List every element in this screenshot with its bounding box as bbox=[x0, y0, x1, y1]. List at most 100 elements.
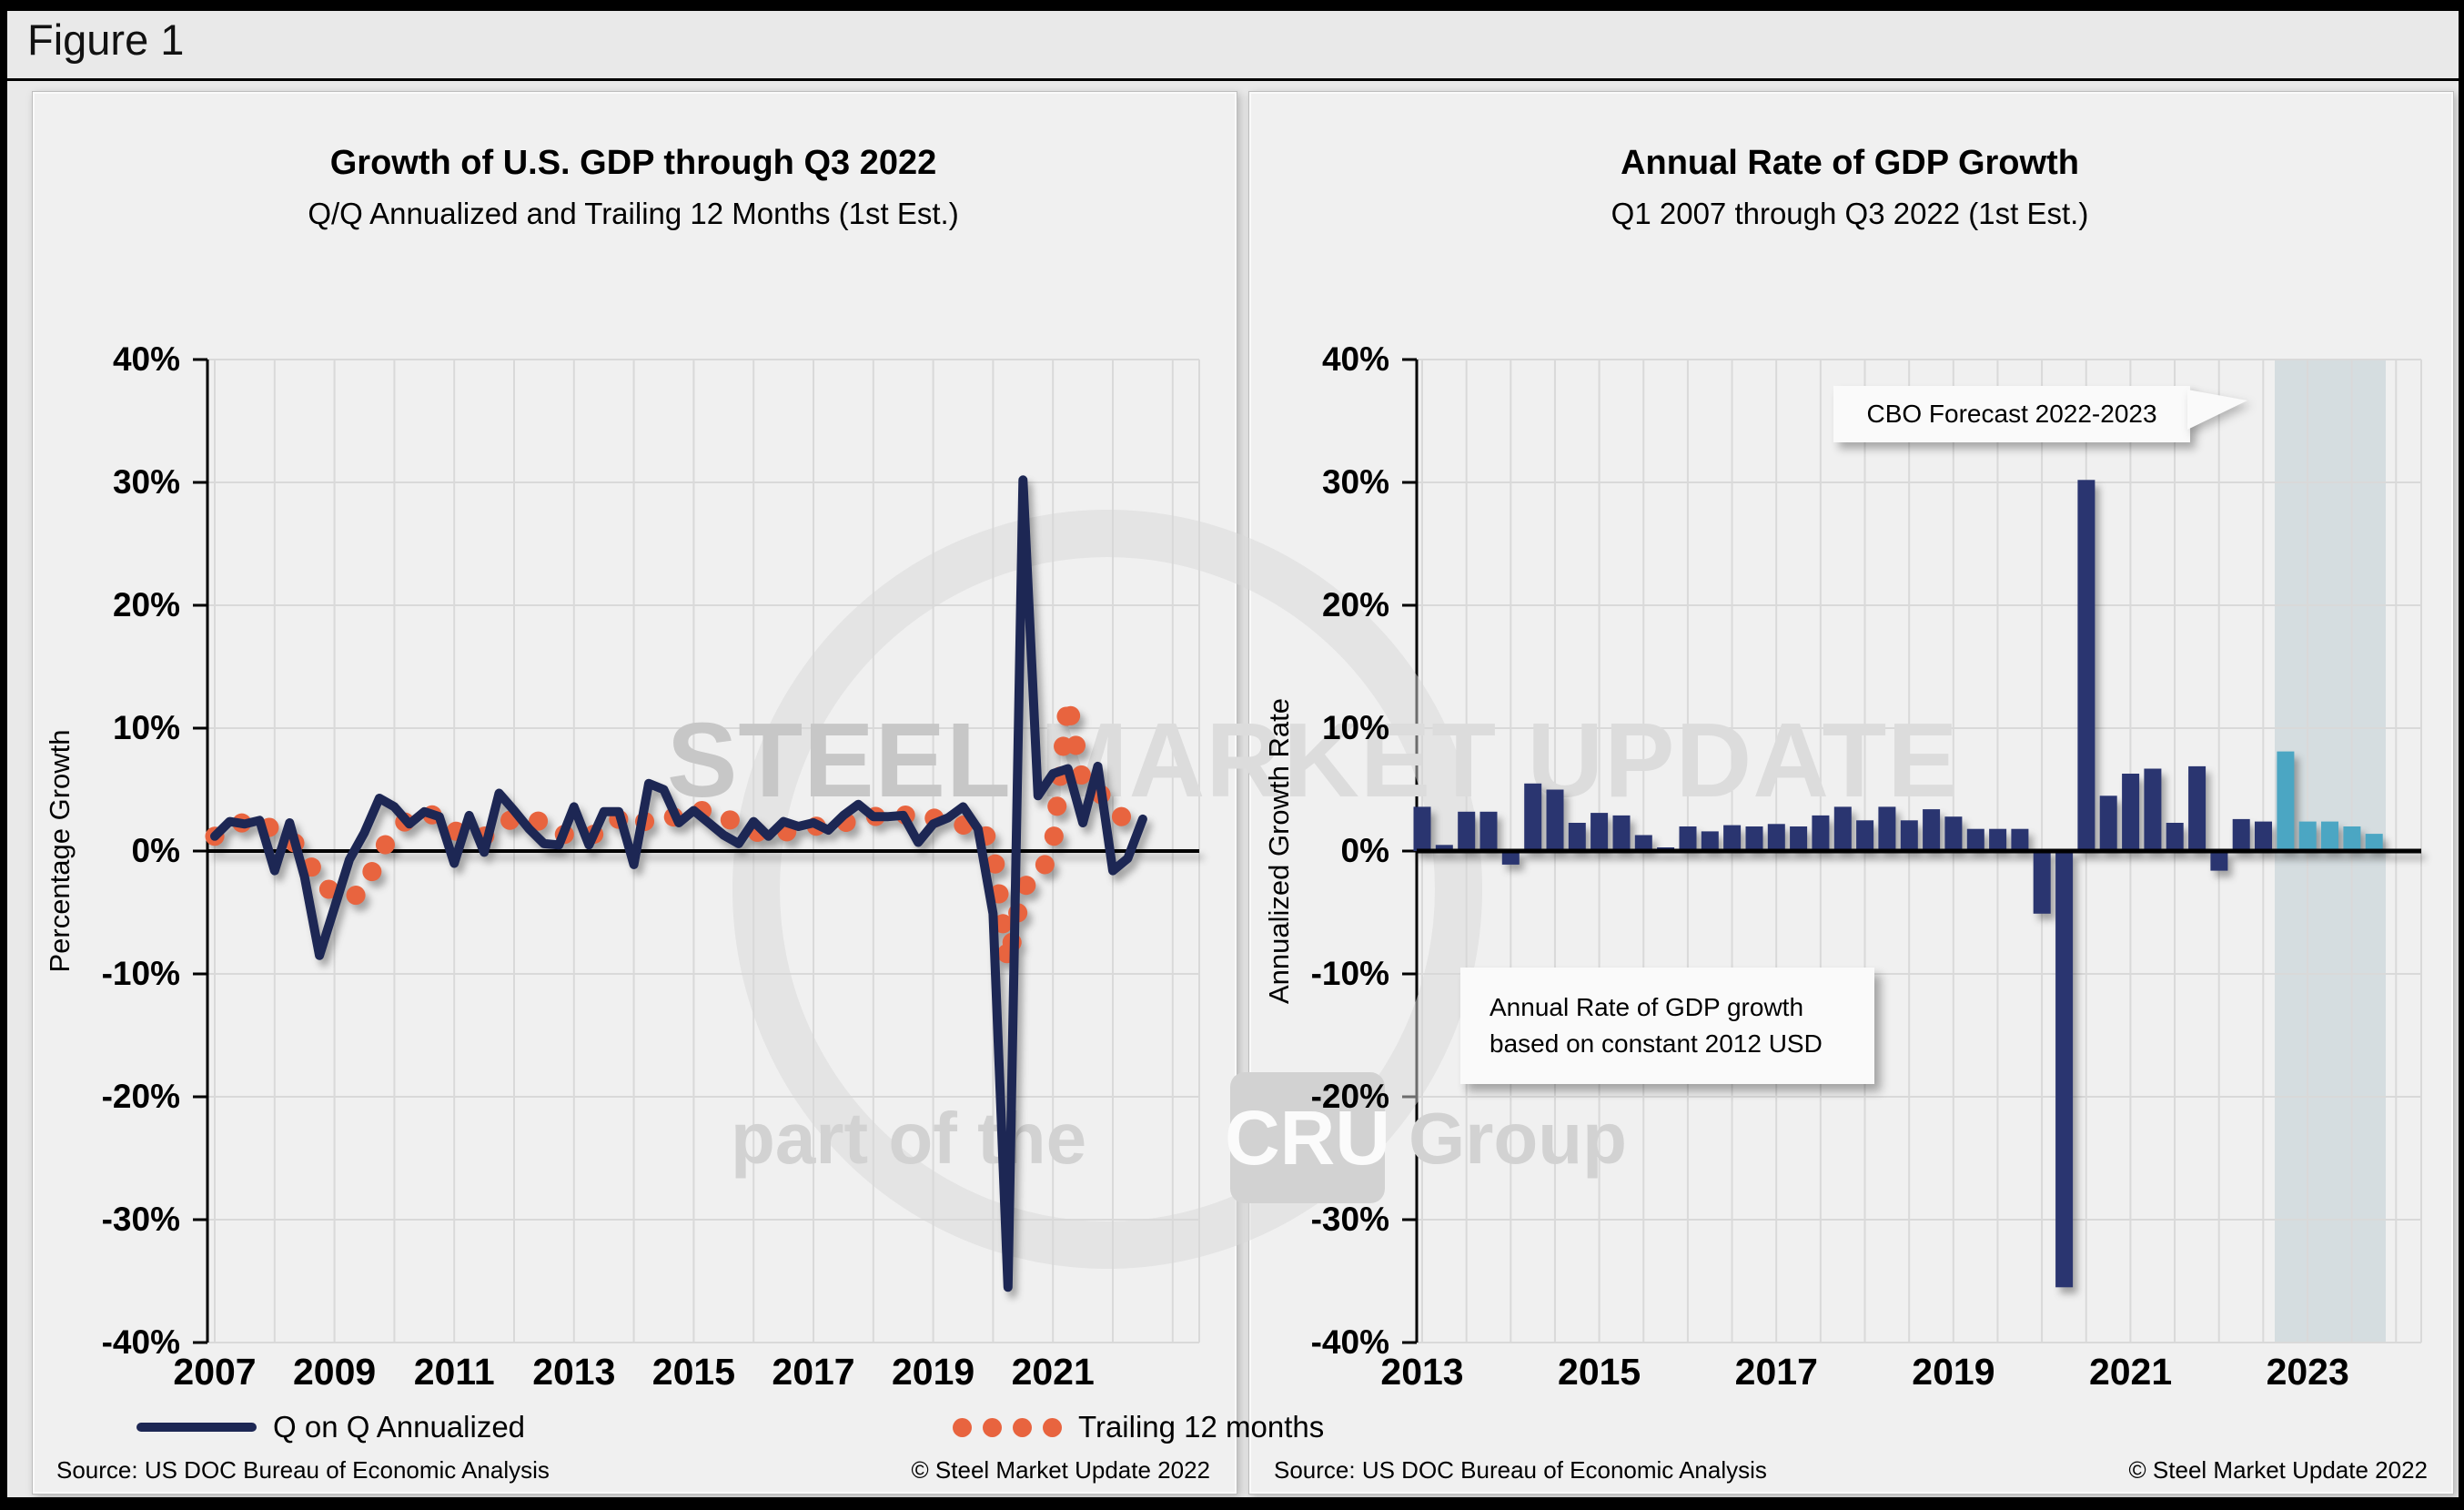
left-x-tick-label: 2009 bbox=[292, 1351, 377, 1393]
right-x-tick-label: 2017 bbox=[1734, 1351, 1818, 1393]
right-y-tick-label: 30% bbox=[1321, 463, 1389, 501]
left-x-tick-label: 2013 bbox=[532, 1351, 616, 1393]
legend-dots-swatch bbox=[953, 1417, 1063, 1437]
header-rule bbox=[7, 78, 2459, 81]
forecast-bar bbox=[2365, 834, 2383, 851]
left-y-tick-label: 0% bbox=[131, 832, 180, 869]
gdp-bar bbox=[1524, 783, 1542, 852]
gdp-bar bbox=[1944, 816, 1963, 851]
gdp-bar bbox=[1612, 815, 1631, 851]
right-y-tick-label: 40% bbox=[1321, 340, 1389, 378]
gdp-bar bbox=[1501, 851, 1520, 865]
legend-dot bbox=[953, 1417, 973, 1437]
legend-label-trailing: Trailing 12 months bbox=[1078, 1410, 1325, 1444]
gdp-bar bbox=[1458, 811, 1476, 851]
gdp-bar bbox=[1790, 826, 1808, 851]
right-chart-title: Annual Rate of GDP Growth bbox=[1621, 144, 2079, 182]
gdp-bar bbox=[2232, 818, 2250, 851]
left-chart-title: Growth of U.S. GDP through Q3 2022 bbox=[329, 144, 937, 182]
left-y-tick-label: 20% bbox=[112, 586, 180, 623]
gdp-bar bbox=[2055, 851, 2074, 1288]
frame-top bbox=[0, 0, 2464, 11]
gdp-bar bbox=[2166, 823, 2184, 851]
gdp-bar bbox=[1900, 820, 1918, 852]
q-on-q-annualized-series bbox=[210, 475, 1147, 1292]
right-y-tick-label: 20% bbox=[1321, 586, 1389, 623]
gdp-bar bbox=[1546, 789, 1564, 851]
forecast-bar bbox=[2343, 826, 2361, 851]
gdp-bar bbox=[1590, 813, 1609, 851]
gdp-bar bbox=[1679, 826, 1697, 851]
left-copyright-text: © Steel Market Update 2022 bbox=[911, 1456, 1210, 1484]
frame-bottom bbox=[0, 1497, 2464, 1510]
left-chart-subtitle: Q/Q Annualized and Trailing 12 Months (1… bbox=[308, 197, 959, 230]
gdp-bar bbox=[1413, 806, 1431, 851]
left-y-tick-label: 30% bbox=[112, 463, 180, 501]
gdp-bar bbox=[1812, 815, 1830, 851]
left-y-tick-label: -20% bbox=[101, 1078, 180, 1115]
gdp-bar bbox=[1634, 835, 1652, 852]
left-x-tick-label: 2011 bbox=[413, 1351, 495, 1393]
gdp-bar bbox=[1923, 809, 1941, 851]
gdp-bar bbox=[2077, 480, 2095, 851]
gdp-bar bbox=[2011, 828, 2029, 851]
left-y-tick-label: 40% bbox=[112, 340, 180, 378]
cbo-forecast-callout: CBO Forecast 2022-2023 bbox=[1833, 386, 2190, 442]
left-x-tick-label: 2015 bbox=[651, 1351, 735, 1393]
forecast-bar bbox=[2321, 821, 2338, 851]
gdp-bar bbox=[2144, 768, 2162, 851]
frame-right bbox=[2459, 0, 2464, 1510]
gdp-bar bbox=[2188, 765, 2206, 852]
left-y-tick-label: 10% bbox=[112, 709, 180, 746]
right-y-tick-label: -40% bbox=[1310, 1323, 1389, 1361]
gdp-bar bbox=[2099, 796, 2117, 852]
left-x-tick-label: 2017 bbox=[772, 1351, 855, 1393]
left-y-tick-label: -10% bbox=[101, 955, 180, 992]
right-y-tick-label: 0% bbox=[1340, 832, 1389, 869]
right-y-tick-label: -20% bbox=[1310, 1078, 1389, 1115]
legend-dot bbox=[983, 1417, 1003, 1437]
cbo-callout-pointer bbox=[2187, 390, 2247, 430]
gdp-bar bbox=[2122, 774, 2140, 851]
gdp-bar bbox=[1856, 820, 1874, 852]
left-y-tick-label: -40% bbox=[101, 1323, 180, 1361]
right-y-tick-label: 10% bbox=[1321, 709, 1389, 746]
right-copyright-text: © Steel Market Update 2022 bbox=[2128, 1456, 2428, 1484]
gdp-bar bbox=[1833, 806, 1852, 851]
legend-line-swatch bbox=[136, 1423, 257, 1432]
cbo-forecast-callout-text: CBO Forecast 2022-2023 bbox=[1866, 400, 2157, 428]
right-chart-subtitle: Q1 2007 through Q3 2022 (1st Est.) bbox=[1611, 197, 2089, 230]
gdp-bar bbox=[1479, 811, 1498, 851]
figure-title: Figure 1 bbox=[27, 15, 185, 64]
left-x-tick-label: 2007 bbox=[173, 1351, 257, 1393]
left-chart-legend: Q on Q Annualized Trailing 12 months bbox=[136, 1406, 1324, 1448]
gdp-bar bbox=[1723, 825, 1742, 851]
gdp-bar bbox=[1989, 828, 2007, 851]
right-x-tick-label: 2023 bbox=[2266, 1351, 2349, 1393]
note-box: Annual Rate of GDP growth based on const… bbox=[1460, 968, 1874, 1084]
legend-dot bbox=[1013, 1417, 1033, 1437]
gdp-bar bbox=[1767, 824, 1785, 851]
gdp-bar bbox=[1878, 806, 1896, 851]
left-source-text: Source: US DOC Bureau of Economic Analys… bbox=[56, 1456, 550, 1484]
legend-dot bbox=[1043, 1417, 1063, 1437]
gdp-bar bbox=[1568, 823, 1586, 851]
frame-left bbox=[0, 0, 7, 1510]
left-x-tick-label: 2019 bbox=[891, 1351, 975, 1393]
gdp-bar bbox=[1966, 828, 1984, 851]
left-x-tick-label: 2021 bbox=[1011, 1351, 1095, 1393]
forecast-bar bbox=[2277, 751, 2295, 851]
right-y-tick-label: -10% bbox=[1310, 955, 1389, 992]
right-source-text: Source: US DOC Bureau of Economic Analys… bbox=[1274, 1456, 1767, 1484]
gdp-bar bbox=[2210, 851, 2228, 871]
gdp-bar bbox=[1745, 826, 1763, 851]
right-x-tick-label: 2021 bbox=[2088, 1351, 2173, 1393]
legend-label-qonq: Q on Q Annualized bbox=[273, 1410, 526, 1444]
forecast-bar bbox=[2298, 821, 2317, 851]
right-y-tick-label: -30% bbox=[1310, 1201, 1389, 1238]
left-y-tick-label: -30% bbox=[101, 1201, 180, 1238]
right-x-tick-label: 2019 bbox=[1912, 1351, 1995, 1393]
